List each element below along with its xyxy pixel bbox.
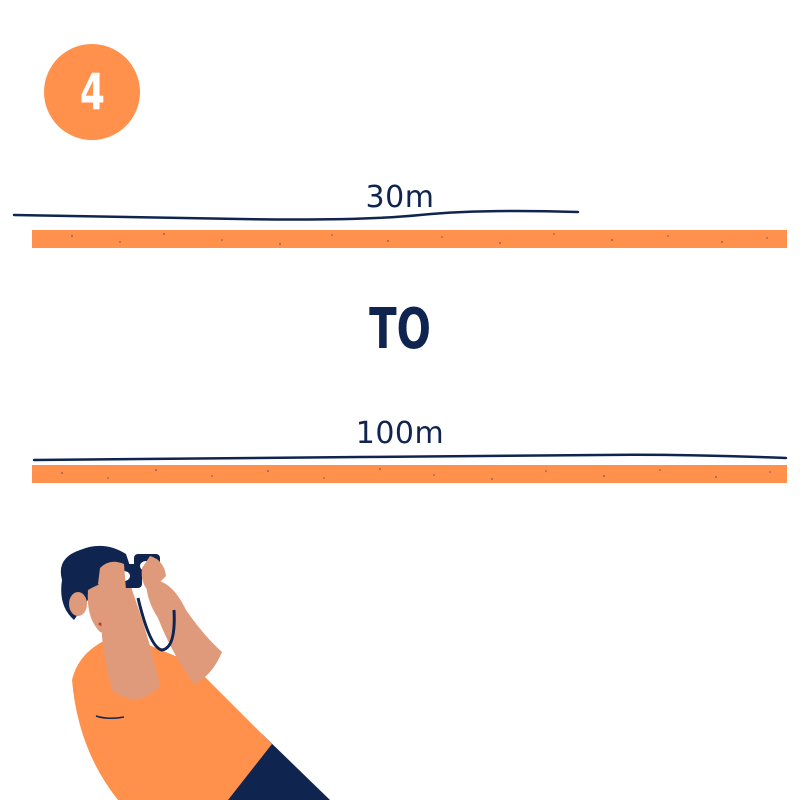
connector-word: TO [369, 297, 431, 362]
long-distance-bar [32, 465, 787, 483]
short-distance-line [12, 209, 580, 221]
long-distance-line [32, 453, 788, 462]
step-number: 4 [79, 63, 105, 121]
short-distance-bar [32, 230, 787, 248]
distance-label-long: 100m [355, 416, 445, 451]
person-with-binoculars-icon [60, 545, 330, 800]
step-badge: 4 [44, 44, 140, 140]
distance-label-short: 30m [365, 180, 435, 215]
